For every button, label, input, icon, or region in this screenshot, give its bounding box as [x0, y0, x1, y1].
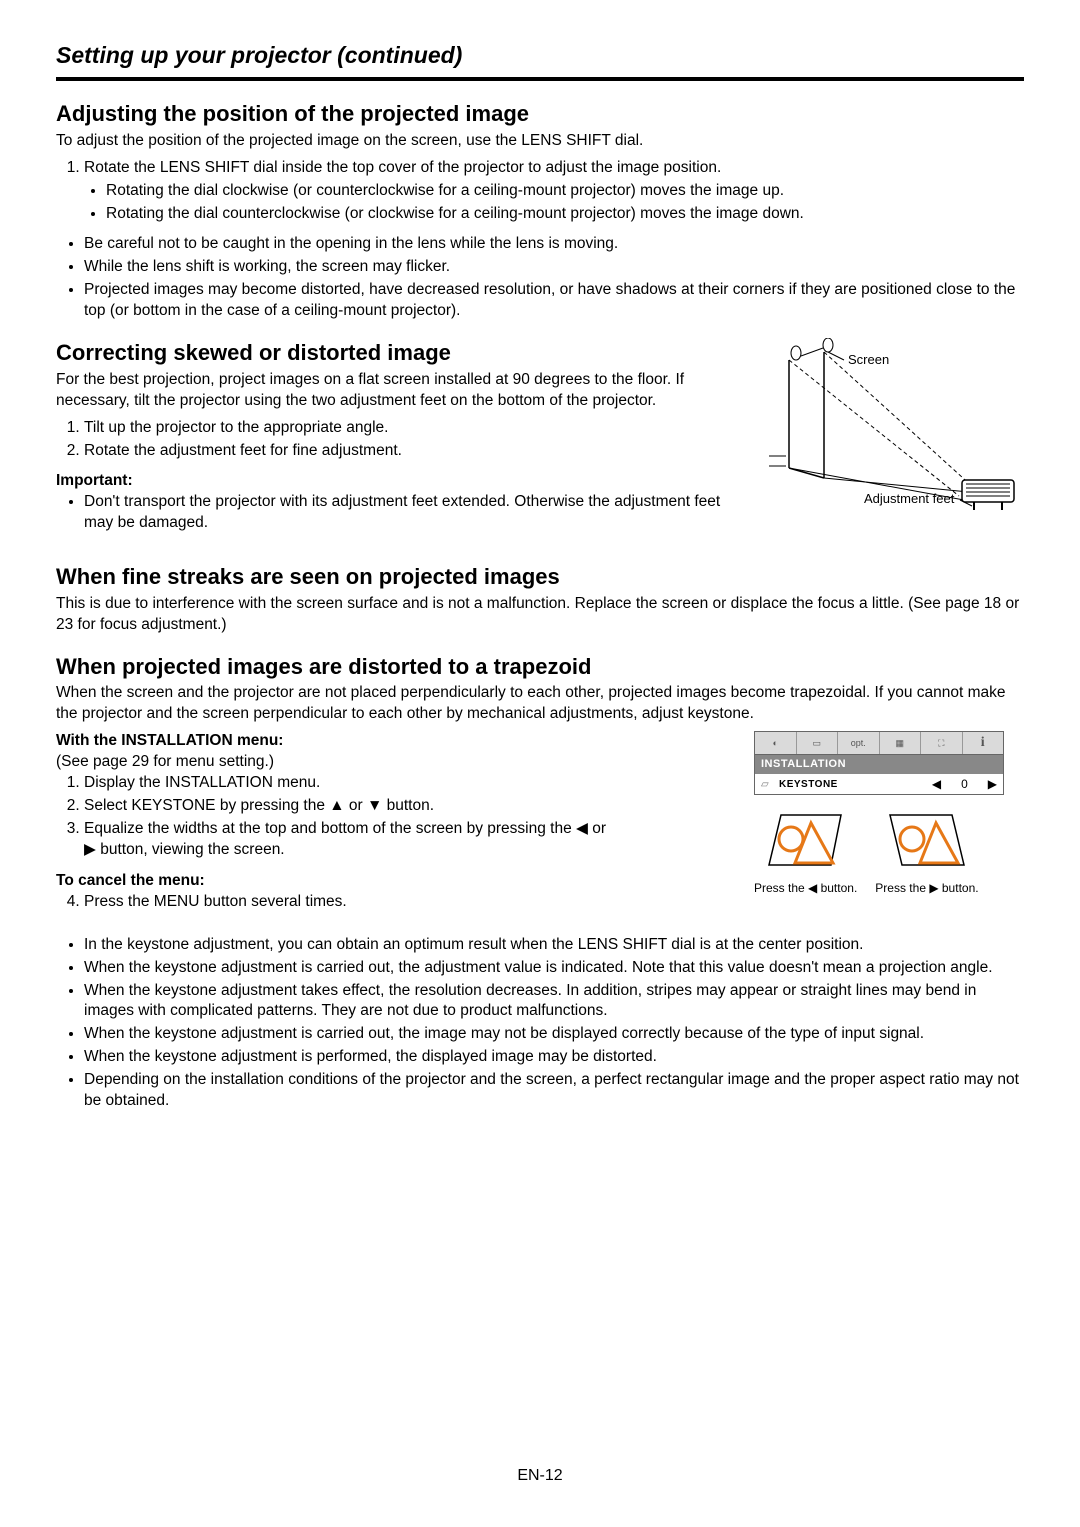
s4-n3: Equalize the widths at the top and botto…	[84, 819, 740, 861]
menu-tab-2: ▭	[797, 732, 839, 754]
s4-n3a: Equalize the widths at the top and botto…	[84, 820, 606, 837]
section-trapezoid: When projected images are distorted to a…	[56, 652, 1024, 1112]
s4-n4: Press the MENU button several times.	[84, 892, 740, 913]
keystone-fig-right: Press the ▶ button.	[875, 807, 978, 895]
s1-step1-text: Rotate the LENS SHIFT dial inside the to…	[84, 159, 721, 176]
s4-cancel-label: To cancel the menu:	[56, 871, 740, 892]
page-header: Setting up your projector (continued)	[56, 40, 1024, 71]
s1-c1: Be careful not to be caught in the openi…	[84, 234, 1024, 255]
keystone-right-arrow[interactable]: ▶	[988, 776, 997, 792]
s4-n2: Select KEYSTONE by pressing the ▲ or ▼ b…	[84, 796, 740, 817]
section-streaks: When fine streaks are seen on projected …	[56, 562, 1024, 636]
s4-note-3: When the keystone adjustment is carried …	[84, 1024, 1024, 1045]
menu-tab-5: ⛶	[921, 732, 963, 754]
s2-step2: Rotate the adjustment feet for fine adju…	[84, 441, 750, 462]
fig-screen-label: Screen	[848, 352, 889, 367]
s4-note-5: Depending on the installation conditions…	[84, 1070, 1024, 1112]
s1-title: Adjusting the position of the projected …	[56, 99, 1024, 129]
installation-menu: ◐ ▭ opt. ▦ ⛶ i INSTALLATION ▱ KEYSTONE ◀…	[754, 731, 1004, 795]
menu-tab-opt: opt.	[838, 732, 880, 754]
s4-menu-note: (See page 29 for menu setting.)	[56, 752, 740, 773]
header-rule	[56, 77, 1024, 81]
keystone-fig-left: Press the ◀ button.	[754, 807, 857, 895]
s4-title: When projected images are distorted to a…	[56, 652, 1024, 682]
s2-step1: Tilt up the projector to the appropriate…	[84, 418, 750, 439]
s4-menu-header: With the INSTALLATION menu:	[56, 731, 740, 752]
s2-title: Correcting skewed or distorted image	[56, 338, 750, 368]
s4-steps: Display the INSTALLATION menu. Select KE…	[84, 773, 740, 861]
s4-intro: When the screen and the projector are no…	[56, 683, 1024, 725]
s4-n1: Display the INSTALLATION menu.	[84, 773, 740, 794]
s4-n3b: ▶ button, viewing the screen.	[84, 841, 285, 858]
fig-feet-label: Adjustment feet	[864, 491, 955, 506]
s4-note-1: When the keystone adjustment is carried …	[84, 958, 1024, 979]
press-left-label: Press the ◀ button.	[754, 880, 857, 896]
s4-notes: In the keystone adjustment, you can obta…	[84, 935, 1024, 1112]
s1-c3: Projected images may become distorted, h…	[84, 280, 1024, 322]
menu-tab-info: i	[963, 732, 1004, 754]
s1-steps: Rotate the LENS SHIFT dial inside the to…	[84, 158, 1024, 225]
s1-cautions: Be careful not to be caught in the openi…	[84, 234, 1024, 322]
section-correcting: Correcting skewed or distorted image For…	[56, 338, 1024, 546]
s1-intro: To adjust the position of the projected …	[56, 131, 1024, 152]
s2-imp1: Don't transport the projector with its a…	[84, 492, 750, 534]
s2-steps: Tilt up the projector to the appropriate…	[84, 418, 750, 462]
keystone-value: 0	[961, 776, 968, 792]
press-right-label: Press the ▶ button.	[875, 880, 978, 896]
s4-note-4: When the keystone adjustment is performe…	[84, 1047, 1024, 1068]
s2-intro: For the best projection, project images …	[56, 370, 750, 412]
menu-row-keystone: ▱ KEYSTONE ◀ 0 ▶	[755, 774, 1003, 794]
s3-text: This is due to interference with the scr…	[56, 594, 1024, 636]
keystone-left-arrow[interactable]: ◀	[932, 776, 941, 792]
menu-tab-4: ▦	[880, 732, 922, 754]
s1-step1: Rotate the LENS SHIFT dial inside the to…	[84, 158, 1024, 225]
keystone-figures: Press the ◀ button. Press the ▶ button.	[754, 807, 1024, 895]
s2-figure: Screen Adjustment feet	[764, 338, 1024, 546]
s1-sub1: Rotating the dial clockwise (or counterc…	[106, 181, 1024, 202]
s2-important-label: Important:	[56, 471, 750, 492]
s3-title: When fine streaks are seen on projected …	[56, 562, 1024, 592]
s4-note-0: In the keystone adjustment, you can obta…	[84, 935, 1024, 956]
menu-title: INSTALLATION	[755, 755, 1003, 774]
keystone-row-label: KEYSTONE	[779, 778, 932, 792]
s1-sub2: Rotating the dial counterclockwise (or c…	[106, 204, 1024, 225]
page-footer: EN-12	[0, 1465, 1080, 1487]
section-adjust-position: Adjusting the position of the projected …	[56, 99, 1024, 322]
menu-tab-1: ◐	[755, 732, 797, 754]
s4-note-2: When the keystone adjustment takes effec…	[84, 981, 1024, 1023]
keystone-row-icon: ▱	[761, 778, 779, 792]
menu-tabs: ◐ ▭ opt. ▦ ⛶ i	[755, 732, 1003, 755]
s1-c2: While the lens shift is working, the scr…	[84, 257, 1024, 278]
